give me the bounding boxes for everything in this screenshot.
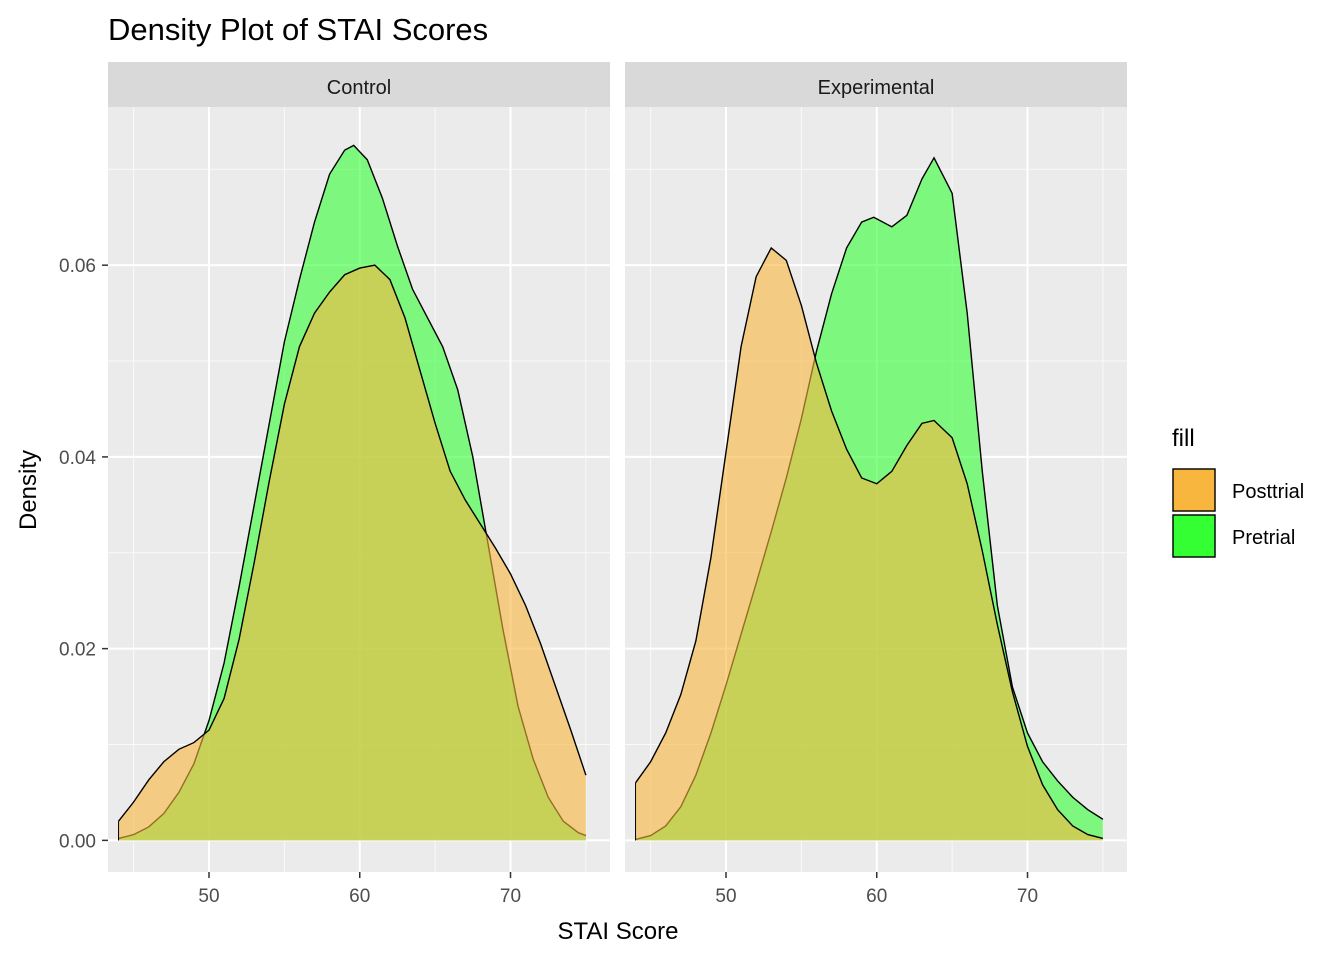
panel-control: Control 50 60 70	[108, 62, 610, 907]
legend-label-posttrial: Posttrial	[1232, 481, 1304, 503]
chart-title: Density Plot of STAI Scores	[108, 12, 488, 47]
y-tick-label: 0.00	[59, 831, 96, 852]
density-line-experimental-posttrial	[634, 246, 1104, 840]
panel-experimental-label: Experimental	[818, 77, 935, 99]
y-tick-label: 0.02	[59, 640, 96, 661]
legend-title: fill	[1172, 425, 1195, 452]
legend-label-pretrial: Pretrial	[1232, 527, 1295, 549]
y-tick-label: 0.06	[59, 256, 96, 277]
x-tick-label: 50	[198, 886, 219, 907]
x-axis-title: STAI Score	[558, 918, 679, 945]
density-area-control-posttrial	[118, 265, 586, 841]
x-tick-label: 60	[866, 886, 887, 907]
x-tick-label: 70	[1017, 886, 1038, 907]
legend-swatch-posttrial	[1172, 468, 1216, 512]
panel-control-strip	[108, 62, 610, 107]
x-tick-label: 60	[349, 886, 370, 907]
y-axis-ticks: 0.00 0.02 0.04 0.06	[59, 256, 108, 852]
density-area-experimental-posttrial	[635, 247, 1103, 841]
density-line-control-posttrial	[117, 264, 587, 822]
legend: fill Posttrial Pretrial	[1172, 425, 1304, 558]
panel-control-areas	[117, 144, 587, 841]
y-tick-label: 0.04	[59, 448, 96, 469]
panel-control-label: Control	[327, 77, 391, 99]
y-axis-title: Density	[15, 450, 42, 530]
panel-experimental-areas	[634, 156, 1104, 841]
panel-experimental-strip	[625, 62, 1127, 107]
panel-control-x-ticks: 50 60 70	[198, 872, 521, 907]
legend-swatch-pretrial	[1172, 514, 1216, 558]
x-tick-label: 50	[715, 886, 736, 907]
panel-experimental-x-ticks: 50 60 70	[715, 872, 1038, 907]
x-tick-label: 70	[500, 886, 521, 907]
panel-experimental: Experimental 50 60 70	[625, 62, 1127, 907]
